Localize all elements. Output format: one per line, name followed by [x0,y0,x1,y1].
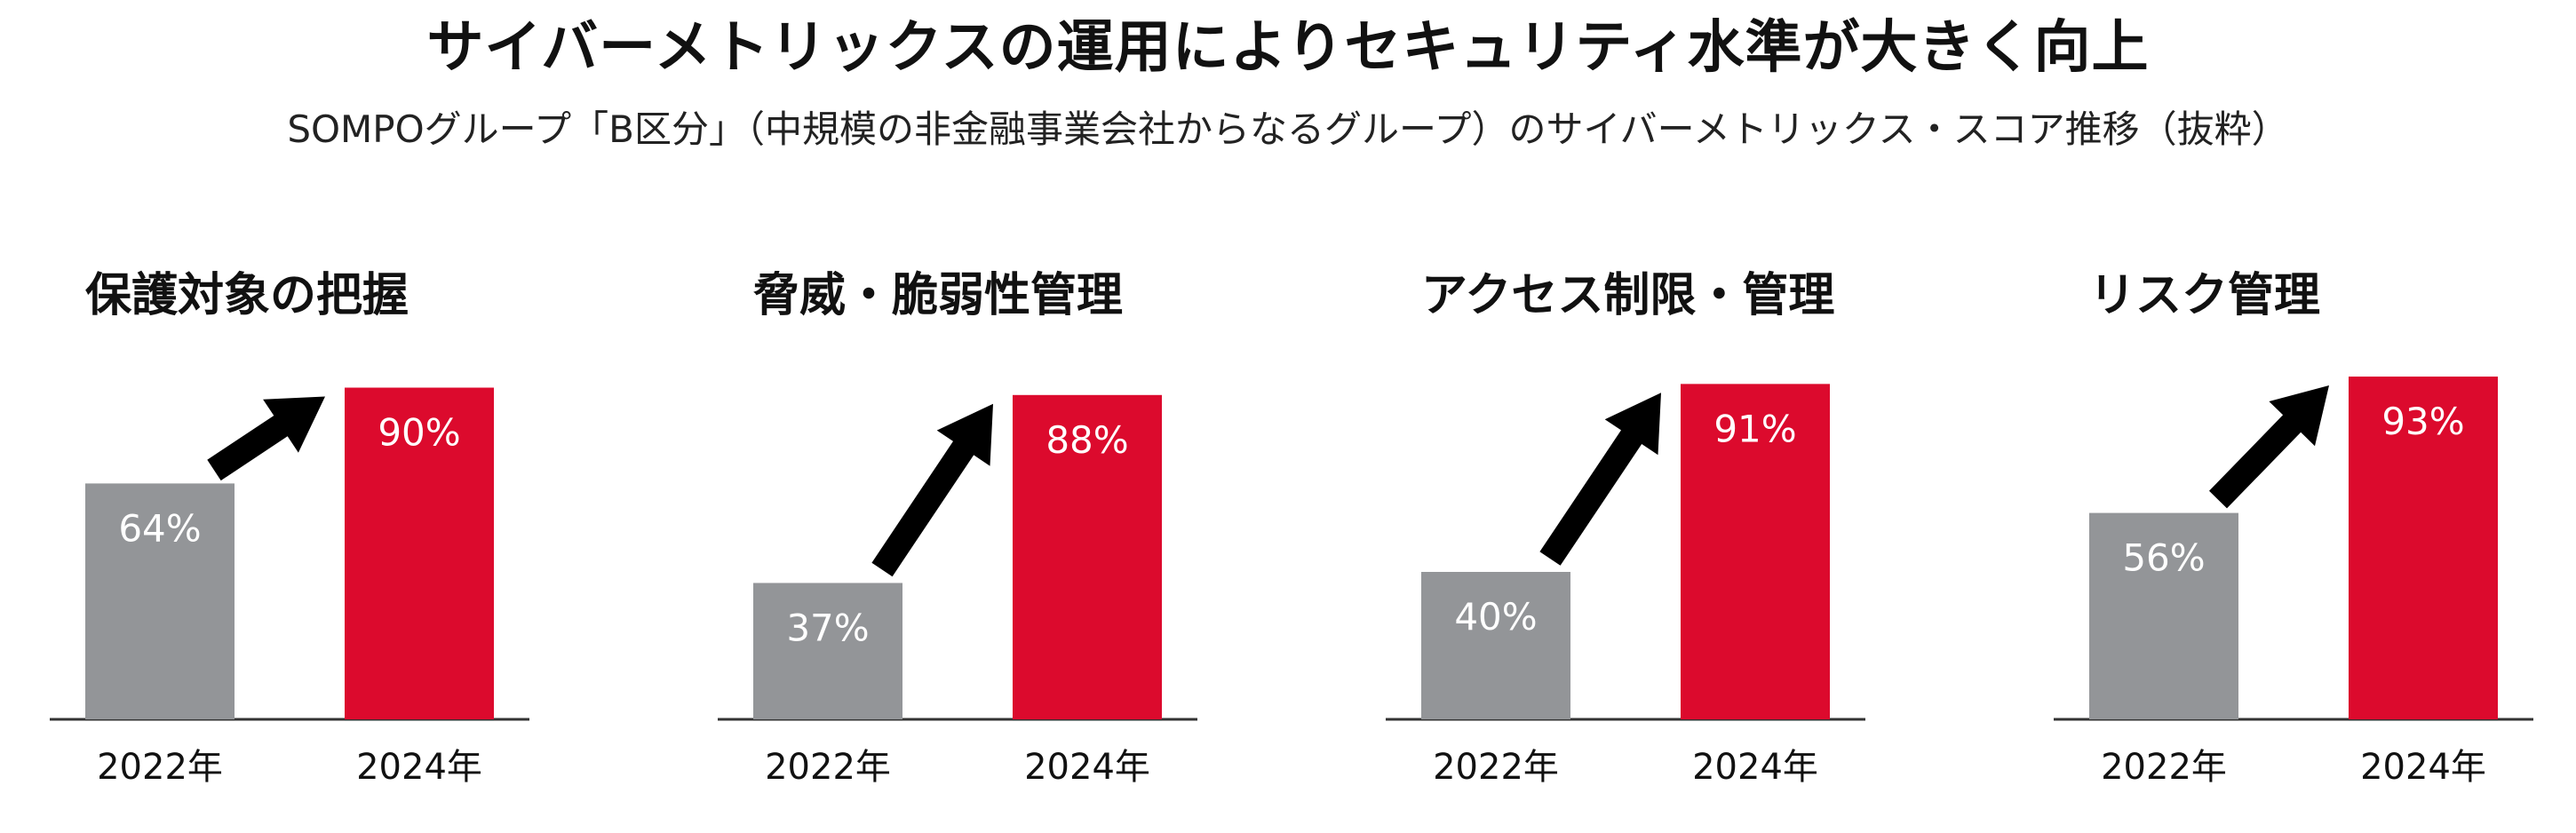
page-title: サイバーメトリックスの運用によりセキュリティ水準が大きく向上 [426,15,2150,81]
x-tick-label: 2022年 [765,747,891,788]
x-tick-label: 2024年 [1024,747,1150,788]
bar-value-label: 88% [1046,418,1128,462]
bar-prior [1421,572,1570,719]
bar-value-label: 90% [378,411,460,455]
x-tick-label: 2022年 [97,747,223,788]
bar-prior [85,483,235,719]
bar-value-label: 56% [2122,536,2205,580]
bar-current [2349,377,2498,719]
increase-arrow-icon [207,396,325,481]
bar-value-label: 64% [118,506,201,550]
x-tick-label: 2024年 [356,747,482,788]
bar-value-label: 91% [1713,407,1796,450]
panel-title-threat-vulnerability: 脅威・脆弱性管理 [753,269,1124,322]
bar-value-label: 37% [786,606,869,649]
panel-title-protected-assets: 保護対象の把握 [85,269,409,322]
bar-current [345,387,494,719]
page-subtitle: SOMPOグループ「B区分」（中規模の非金融事業会社からなるグループ）のサイバー… [287,107,2289,151]
bar-current [1681,384,1830,719]
x-tick-label: 2022年 [1433,747,1559,788]
panel-title-risk-management: リスク管理 [2089,269,2321,322]
bar-current [1013,394,1162,719]
panel-title-access-control: アクセス制限・管理 [1421,269,1835,322]
increase-arrow-icon [1539,393,1661,566]
x-tick-label: 2024年 [2360,747,2486,788]
bar-prior [753,583,902,719]
increase-arrow-icon [2209,385,2329,509]
bar-value-label: 40% [1454,595,1537,639]
increase-arrow-icon [871,403,993,577]
x-tick-label: 2022年 [2101,747,2227,788]
bar-prior [2089,512,2238,719]
x-tick-label: 2024年 [1692,747,1818,788]
bar-value-label: 93% [2381,400,2464,443]
